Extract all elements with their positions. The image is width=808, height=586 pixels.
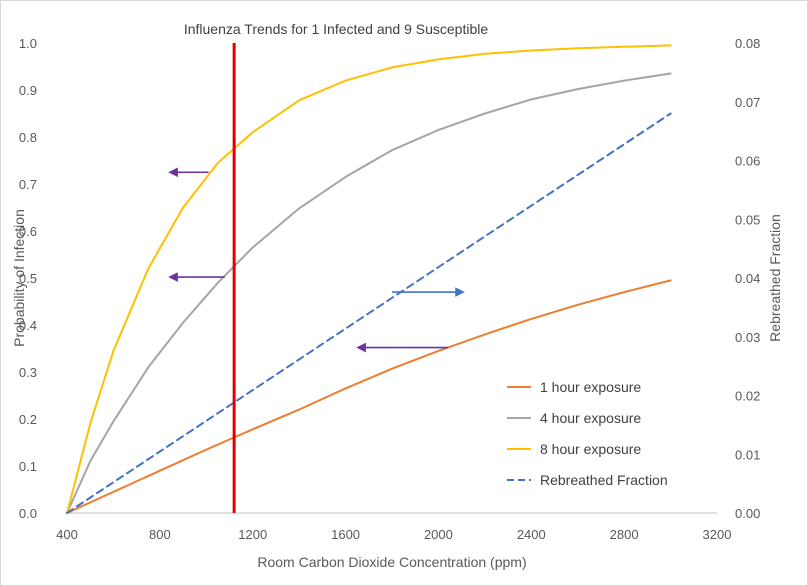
legend: 1 hour exposure 4 hour exposure 8 hour exp… <box>507 379 668 488</box>
x-tick-label: 2400 <box>517 527 546 542</box>
x-tick-label: 800 <box>149 527 171 542</box>
y-tick-label: 0.1 <box>19 459 37 474</box>
y2-tick-label: 0.02 <box>735 389 760 404</box>
series-line-1 <box>66 279 672 514</box>
axes: 400 800 1200 1600 2000 2400 2800 3200 0.0 0.1 0.2 0… <box>19 36 760 542</box>
x-tick-label: 1200 <box>238 527 267 542</box>
y-tick-label: 0.7 <box>19 177 37 192</box>
y-axis-title: Probability of Infection <box>11 209 27 347</box>
y2-tick-label: 0.04 <box>735 271 760 286</box>
y2-tick-label: 0.01 <box>735 447 760 462</box>
y-tick-label: 0.6 <box>19 224 37 239</box>
series-line-3 <box>66 44 672 514</box>
x-tick-label: 2800 <box>610 527 639 542</box>
chart-title: Influenza Trends for 1 Infected and 9 Su… <box>184 21 489 37</box>
y-tick-label: 0.5 <box>19 271 37 286</box>
series-line-2 <box>66 72 672 514</box>
y-tick-label: 0.0 <box>19 506 37 521</box>
series-layer <box>66 44 672 514</box>
y2-tick-label: 0.05 <box>735 212 760 227</box>
legend-label-1: 1 hour exposure <box>540 379 641 395</box>
y-tick-label: 1.0 <box>19 36 37 51</box>
y-tick-label: 0.4 <box>19 318 37 333</box>
y-tick-label: 0.3 <box>19 365 37 380</box>
annotation-layer <box>168 43 465 513</box>
x-tick-label: 3200 <box>703 527 732 542</box>
legend-label-4: Rebreathed Fraction <box>540 472 668 488</box>
y2-tick-label: 0.03 <box>735 330 760 345</box>
legend-label-2: 4 hour exposure <box>540 410 641 426</box>
x-tick-label: 1600 <box>331 527 360 542</box>
y2-tick-label: 0.06 <box>735 154 760 169</box>
x-tick-label: 2000 <box>424 527 453 542</box>
y-tick-label: 0.2 <box>19 412 37 427</box>
x-axis-title: Room Carbon Dioxide Concentration (ppm) <box>257 554 526 570</box>
series-line-4 <box>66 112 672 514</box>
y2-tick-label: 0.08 <box>735 36 760 51</box>
y2-tick-label: 0.07 <box>735 95 760 110</box>
y-tick-label: 0.9 <box>19 83 37 98</box>
y-tick-label: 0.8 <box>19 130 37 145</box>
legend-label-3: 8 hour exposure <box>540 441 641 457</box>
y2-tick-label: 0.00 <box>735 506 760 521</box>
y2-axis-title: Rebreathed Fraction <box>767 214 783 342</box>
x-tick-label: 400 <box>56 527 78 542</box>
